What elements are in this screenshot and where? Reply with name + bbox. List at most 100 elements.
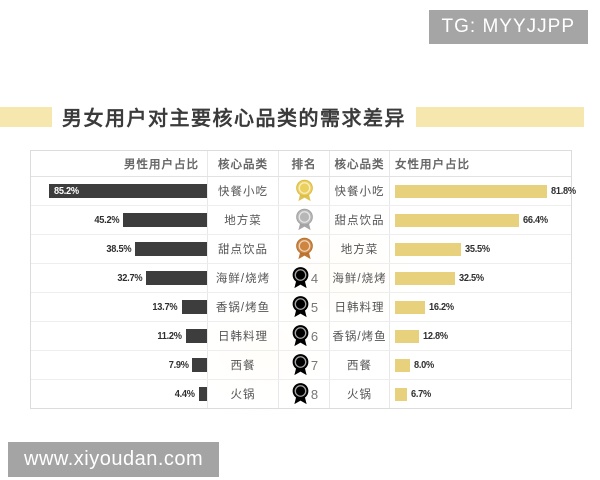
medal-icon bbox=[292, 382, 309, 404]
male-bar-cell: 32.7% bbox=[31, 264, 207, 292]
female-category-label: 西餐 bbox=[347, 360, 372, 372]
male-bar bbox=[146, 271, 207, 285]
female-bar bbox=[395, 271, 456, 285]
title-row: 男女用户对主要核心品类的需求差异 bbox=[0, 102, 600, 131]
female-category-cell: 地方菜 bbox=[329, 235, 389, 263]
male-category-label: 火锅 bbox=[230, 389, 256, 401]
female-category-cell: 香锅/烤鱼 bbox=[329, 322, 389, 350]
medal-icon bbox=[295, 237, 313, 259]
female-bar bbox=[395, 387, 408, 401]
female-bar bbox=[395, 329, 419, 343]
female-value-label: 8.0% bbox=[413, 359, 434, 371]
male-value-label-inside: 85.2% bbox=[53, 185, 79, 197]
male-category-cell: 西餐 bbox=[207, 351, 278, 379]
rank-cell bbox=[278, 206, 329, 234]
medal-icon bbox=[292, 353, 309, 375]
male-category-cell: 日韩料理 bbox=[207, 322, 278, 350]
table-row: 11.2% 日韩料理 6 香锅/烤鱼 12.8% bbox=[31, 322, 571, 351]
male-value-label: 11.2% bbox=[157, 330, 183, 342]
table-row: 45.2% 地方菜 甜点饮品 66.4% bbox=[31, 206, 571, 235]
female-bar-cell: 81.8% bbox=[389, 177, 579, 205]
tg-contact-badge: TG: MYYJJPP bbox=[428, 10, 588, 44]
rank-cell: 8 bbox=[278, 380, 329, 408]
male-bar-cell: 4.4% bbox=[31, 380, 207, 408]
female-bar-cell: 12.8% bbox=[389, 322, 571, 350]
rank-cell bbox=[278, 235, 329, 263]
female-bar-cell: 32.5% bbox=[389, 264, 571, 292]
male-bar: 85.2% bbox=[48, 184, 207, 198]
rank-cell: 6 bbox=[278, 322, 329, 350]
female-category-cell: 火锅 bbox=[329, 380, 389, 408]
table-row: 85.2% 快餐小吃 快餐小吃 81.8% bbox=[31, 177, 576, 206]
female-category-cell: 西餐 bbox=[329, 351, 389, 379]
female-category-cell: 甜点饮品 bbox=[329, 206, 389, 234]
title-accent-right bbox=[416, 106, 584, 127]
header-male-share: 男性用户占比 bbox=[124, 158, 199, 171]
male-bar bbox=[192, 358, 207, 372]
female-bar bbox=[395, 213, 519, 227]
female-bar-cell: 16.2% bbox=[389, 293, 571, 321]
male-category-label: 快餐小吃 bbox=[218, 186, 268, 198]
male-value-label: 45.2% bbox=[94, 214, 119, 226]
female-bar bbox=[395, 300, 426, 314]
rank-cell: 5 bbox=[278, 293, 329, 321]
male-category-cell: 地方菜 bbox=[207, 206, 278, 234]
male-value-label: 38.5% bbox=[106, 243, 132, 255]
medal-icon bbox=[292, 295, 309, 317]
male-value-label: 7.9% bbox=[168, 359, 189, 371]
male-category-cell: 甜点饮品 bbox=[207, 235, 278, 263]
female-value-label: 6.7% bbox=[411, 388, 432, 400]
female-bar-cell: 66.4% bbox=[389, 206, 571, 234]
male-category-cell: 快餐小吃 bbox=[207, 177, 278, 205]
female-category-cell: 海鲜/烧烤 bbox=[329, 264, 389, 292]
header-category-right: 核心品类 bbox=[329, 151, 389, 176]
medal-icon bbox=[295, 208, 313, 230]
male-category-label: 海鲜/烧烤 bbox=[215, 273, 271, 285]
table-body: 85.2% 快餐小吃 快餐小吃 81.8% 45.2% bbox=[31, 177, 576, 408]
female-category-cell: 日韩料理 bbox=[329, 293, 389, 321]
table-row: 4.4% 火锅 8 火锅 6.7% bbox=[31, 380, 571, 408]
rank-number: 4 bbox=[310, 270, 319, 286]
table-header-row: 男性用户占比 核心品类 排名 核心品类 女性用户占比 bbox=[31, 151, 571, 177]
female-value-label: 35.5% bbox=[465, 243, 490, 255]
medal-icon bbox=[295, 179, 313, 201]
male-category-cell: 海鲜/烧烤 bbox=[207, 264, 278, 292]
male-bar-cell: 45.2% bbox=[31, 206, 207, 234]
female-value-label: 12.8% bbox=[422, 330, 448, 342]
table-row: 13.7% 香锅/烤鱼 5 日韩料理 16.2% bbox=[31, 293, 571, 322]
male-bar bbox=[135, 242, 207, 256]
header-category-left: 核心品类 bbox=[207, 151, 278, 176]
female-category-label: 快餐小吃 bbox=[334, 186, 385, 198]
male-category-label: 香锅/烤鱼 bbox=[215, 302, 271, 314]
male-bar-cell: 11.2% bbox=[31, 322, 207, 350]
male-bar bbox=[198, 387, 207, 401]
male-bar bbox=[181, 300, 207, 314]
medal-icon bbox=[292, 324, 309, 346]
rank-number: 5 bbox=[310, 299, 319, 315]
male-value-label: 4.4% bbox=[174, 388, 195, 400]
female-bar bbox=[395, 358, 410, 372]
male-value-label: 32.7% bbox=[117, 272, 143, 284]
table-row: 38.5% 甜点饮品 地方菜 35.5% bbox=[31, 235, 571, 264]
female-bar-cell: 6.7% bbox=[389, 380, 571, 408]
male-bar bbox=[186, 329, 207, 343]
table-row: 32.7% 海鲜/烧烤 4 海鲜/烧烤 32.5% bbox=[31, 264, 571, 293]
table-row: 7.9% 西餐 7 西餐 8.0% bbox=[31, 351, 571, 380]
title-accent-left bbox=[0, 106, 52, 127]
female-category-label: 地方菜 bbox=[340, 244, 379, 256]
male-category-label: 日韩料理 bbox=[218, 331, 268, 343]
female-value-label: 81.8% bbox=[551, 185, 577, 197]
female-category-label: 香锅/烤鱼 bbox=[332, 331, 387, 343]
female-category-cell: 快餐小吃 bbox=[329, 177, 389, 205]
header-rank: 排名 bbox=[278, 151, 329, 176]
rank-cell bbox=[278, 177, 329, 205]
rank-cell: 7 bbox=[278, 351, 329, 379]
male-bar-cell: 13.7% bbox=[31, 293, 207, 321]
female-value-label: 16.2% bbox=[429, 301, 455, 313]
rank-cell: 4 bbox=[278, 264, 329, 292]
female-category-label: 甜点饮品 bbox=[334, 215, 385, 227]
male-category-label: 西餐 bbox=[230, 360, 256, 372]
female-bar-cell: 35.5% bbox=[389, 235, 571, 263]
medal-icon bbox=[292, 266, 309, 288]
